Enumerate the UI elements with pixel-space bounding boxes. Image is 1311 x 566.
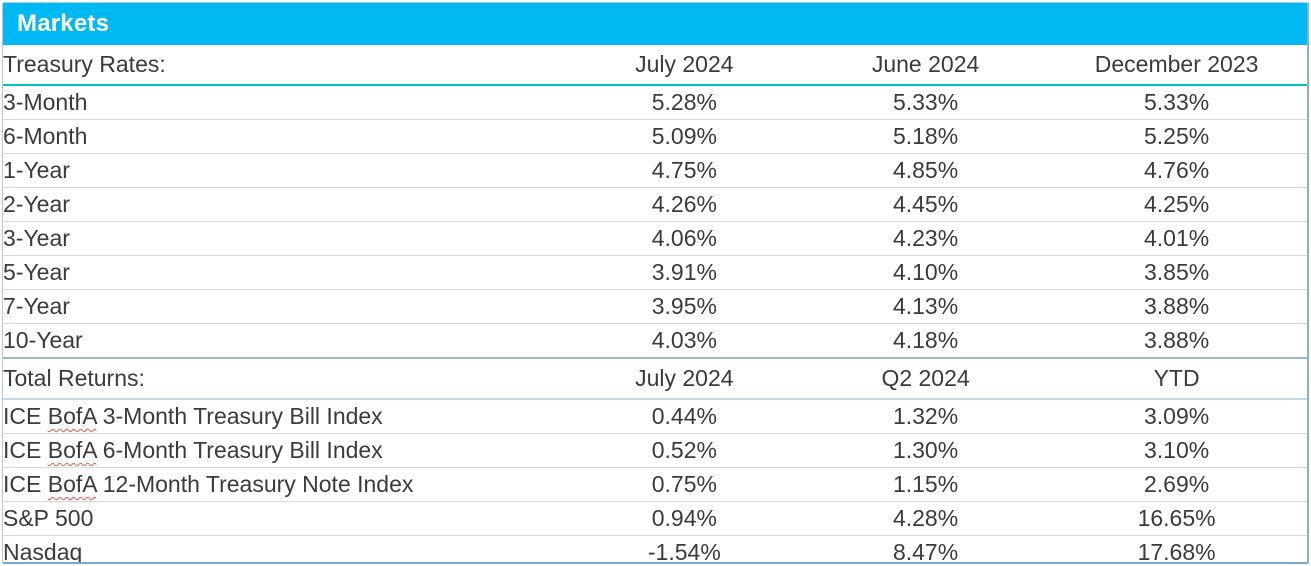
value-cell: 5.28%	[563, 85, 805, 120]
row-label: S&P 500	[3, 501, 564, 536]
value-cell: 0.44%	[563, 399, 805, 434]
column-header: July 2024	[563, 45, 805, 86]
row-label: 7-Year	[3, 289, 564, 324]
value-cell: 3.95%	[563, 289, 805, 324]
value-cell: 5.33%	[1046, 85, 1307, 120]
value-cell: 5.33%	[804, 85, 1047, 120]
value-cell: 3.10%	[1046, 433, 1307, 468]
value-cell: 5.09%	[563, 119, 805, 154]
value-cell: 5.25%	[1046, 119, 1307, 154]
value-cell: 4.13%	[804, 289, 1047, 324]
table-row: ICE BofA 3-Month Treasury Bill Index 0.44…	[3, 399, 1307, 434]
value-cell: 2.69%	[1046, 467, 1307, 502]
section-header-row: Treasury Rates: July 2024 June 2024 Decembe…	[3, 45, 1307, 86]
value-cell: -1.54%	[647, 539, 721, 564]
value-cell: 0.75%	[563, 467, 805, 502]
markets-table: Treasury Rates: July 2024 June 2024 Decembe…	[3, 45, 1307, 564]
value-cell: 4.03%	[563, 323, 805, 359]
row-label: 5-Year	[3, 255, 564, 290]
table-row: ICE BofA 6-Month Treasury Bill Index 0.52…	[3, 433, 1307, 468]
misspelled-word: BofA	[47, 437, 97, 463]
table-row: 5-Year 3.91% 4.10% 3.85%	[3, 255, 1307, 290]
row-label: 1-Year	[3, 153, 564, 188]
value-cell: 3.88%	[1046, 289, 1307, 324]
value-cell: 4.26%	[563, 187, 805, 222]
section-title: Treasury Rates:	[3, 45, 564, 86]
value-cell: 4.25%	[1046, 187, 1307, 222]
value-cell: 1.15%	[804, 467, 1047, 502]
value-cell: 4.28%	[804, 501, 1047, 536]
misspelled-word: BofA	[47, 403, 97, 429]
value-cell: 17.68%	[1137, 539, 1216, 564]
row-label: ICE BofA 6-Month Treasury Bill Index	[3, 433, 564, 468]
row-label: 2-Year	[3, 187, 564, 222]
value-cell: 16.65%	[1046, 501, 1307, 536]
value-cell: 4.45%	[804, 187, 1047, 222]
markets-title-bar: Markets	[3, 3, 1307, 45]
table-row: 2-Year 4.26% 4.45% 4.25%	[3, 187, 1307, 222]
markets-table-body: Treasury Rates: July 2024 June 2024 Decembe…	[3, 45, 1307, 564]
table-row: Nasdaq -1.54% 8.47% 17.68%	[3, 536, 1307, 564]
row-label: ICE BofA 12-Month Treasury Note Index	[3, 467, 564, 502]
value-cell: 3.09%	[1046, 399, 1307, 434]
value-cell: 4.75%	[563, 153, 805, 188]
section-header-row: Total Returns: July 2024 Q2 2024 YTD	[3, 358, 1307, 400]
value-cell: 4.06%	[563, 221, 805, 256]
value-cell: 5.18%	[804, 119, 1047, 154]
column-header: December 2023	[1046, 45, 1307, 86]
row-label: 10-Year	[3, 323, 564, 359]
value-cell: 3.88%	[1046, 323, 1307, 359]
column-header: July 2024	[563, 358, 805, 400]
value-cell: 4.18%	[804, 323, 1047, 359]
column-header: June 2024	[804, 45, 1047, 86]
value-cell: 3.85%	[1046, 255, 1307, 290]
column-header: YTD	[1046, 358, 1307, 400]
table-row: 7-Year 3.95% 4.13% 3.88%	[3, 289, 1307, 324]
table-row: 1-Year 4.75% 4.85% 4.76%	[3, 153, 1307, 188]
value-cell: 8.47%	[892, 539, 959, 564]
table-row: 6-Month 5.09% 5.18% 5.25%	[3, 119, 1307, 154]
value-cell: 4.10%	[804, 255, 1047, 290]
table-row: 10-Year 4.03% 4.18% 3.88%	[3, 323, 1307, 359]
row-label: 6-Month	[3, 119, 564, 154]
row-label: 3-Year	[3, 221, 564, 256]
row-label: ICE BofA 3-Month Treasury Bill Index	[3, 399, 564, 434]
value-cell: 1.32%	[804, 399, 1047, 434]
panel-title: Markets	[17, 10, 110, 37]
row-label: Nasdaq	[3, 539, 83, 564]
column-header: Q2 2024	[804, 358, 1047, 400]
value-cell: 1.30%	[804, 433, 1047, 468]
table-row: 3-Month 5.28% 5.33% 5.33%	[3, 85, 1307, 120]
value-cell: 4.01%	[1046, 221, 1307, 256]
value-cell: 3.91%	[563, 255, 805, 290]
table-row: S&P 500 0.94% 4.28% 16.65%	[3, 501, 1307, 536]
value-cell: 4.23%	[804, 221, 1047, 256]
misspelled-word: BofA	[47, 471, 97, 497]
value-cell: 0.94%	[563, 501, 805, 536]
table-row: 3-Year 4.06% 4.23% 4.01%	[3, 221, 1307, 256]
section-title: Total Returns:	[3, 358, 564, 400]
row-label: 3-Month	[3, 85, 564, 120]
value-cell: 0.52%	[563, 433, 805, 468]
table-row: ICE BofA 12-Month Treasury Note Index 0.7…	[3, 467, 1307, 502]
value-cell: 4.85%	[804, 153, 1047, 188]
value-cell: 4.76%	[1046, 153, 1307, 188]
